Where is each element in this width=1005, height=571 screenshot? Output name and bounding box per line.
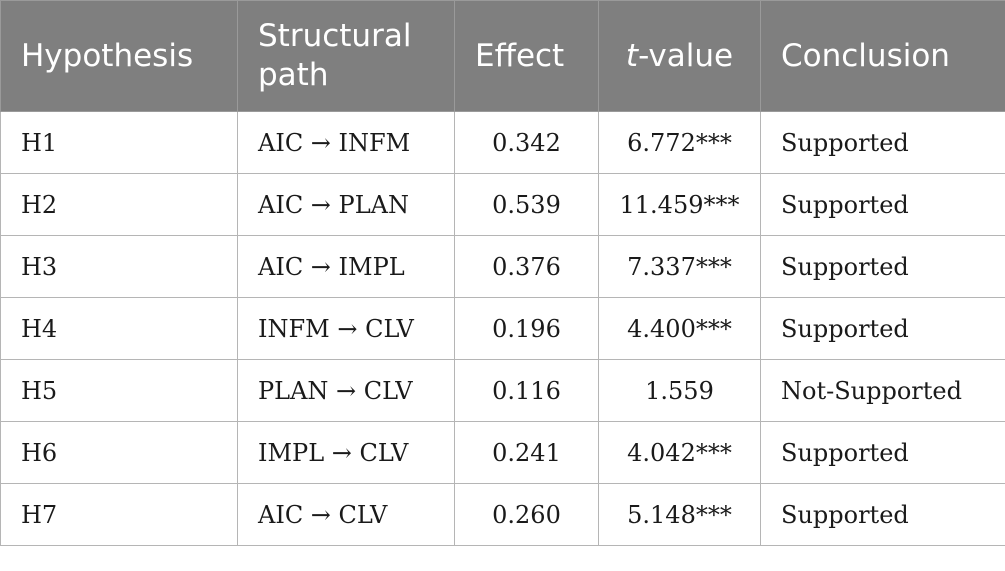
cell-t-value: 7.337*** <box>598 235 761 298</box>
hypothesis-results-table: Hypothesis Structural path Effect t-valu… <box>0 0 1005 546</box>
cell-hypothesis: H3 <box>0 235 238 298</box>
cell-t-value: 6.772*** <box>598 111 761 174</box>
cell-hypothesis: H2 <box>0 173 238 236</box>
cell-conclusion: Supported <box>760 173 1005 236</box>
header-hypothesis: Hypothesis <box>0 0 238 112</box>
cell-hypothesis: H5 <box>0 359 238 422</box>
cell-effect: 0.116 <box>454 359 599 422</box>
cell-effect: 0.342 <box>454 111 599 174</box>
cell-conclusion: Supported <box>760 421 1005 484</box>
table-row: H3 AIC → IMPL 0.376 7.337*** Supported <box>0 235 1005 298</box>
header-t-suffix: -value <box>638 37 734 74</box>
cell-t-value: 4.400*** <box>598 297 761 360</box>
cell-t-value: 1.559 <box>598 359 761 422</box>
cell-conclusion: Not-Supported <box>760 359 1005 422</box>
cell-effect: 0.260 <box>454 483 599 546</box>
table-row: H6 IMPL → CLV 0.241 4.042*** Supported <box>0 421 1005 484</box>
cell-hypothesis: H4 <box>0 297 238 360</box>
cell-path: IMPL → CLV <box>237 421 455 484</box>
cell-path: AIC → PLAN <box>237 173 455 236</box>
cell-effect: 0.376 <box>454 235 599 298</box>
table-row: H4 INFM → CLV 0.196 4.400*** Supported <box>0 297 1005 360</box>
header-structural-path: Structural path <box>237 0 455 112</box>
cell-path: AIC → IMPL <box>237 235 455 298</box>
header-conclusion: Conclusion <box>760 0 1005 112</box>
cell-hypothesis: H1 <box>0 111 238 174</box>
cell-conclusion: Supported <box>760 235 1005 298</box>
cell-effect: 0.539 <box>454 173 599 236</box>
cell-hypothesis: H6 <box>0 421 238 484</box>
header-t-value: t-value <box>598 0 761 112</box>
header-effect: Effect <box>454 0 599 112</box>
cell-t-value: 5.148*** <box>598 483 761 546</box>
cell-hypothesis: H7 <box>0 483 238 546</box>
header-t-letter: t <box>625 37 639 74</box>
table-row: H5 PLAN → CLV 0.116 1.559 Not-Supported <box>0 359 1005 422</box>
cell-path: AIC → CLV <box>237 483 455 546</box>
cell-path: INFM → CLV <box>237 297 455 360</box>
cell-path: PLAN → CLV <box>237 359 455 422</box>
cell-path: AIC → INFM <box>237 111 455 174</box>
cell-conclusion: Supported <box>760 111 1005 174</box>
table-row: H1 AIC → INFM 0.342 6.772*** Supported <box>0 111 1005 174</box>
cell-t-value: 11.459*** <box>598 173 761 236</box>
cell-effect: 0.196 <box>454 297 599 360</box>
header-row: Hypothesis Structural path Effect t-valu… <box>0 0 1005 112</box>
table-body: H1 AIC → INFM 0.342 6.772*** Supported H… <box>0 111 1005 546</box>
cell-effect: 0.241 <box>454 421 599 484</box>
table-row: H2 AIC → PLAN 0.539 11.459*** Supported <box>0 173 1005 236</box>
cell-t-value: 4.042*** <box>598 421 761 484</box>
cell-conclusion: Supported <box>760 297 1005 360</box>
table-header: Hypothesis Structural path Effect t-valu… <box>0 0 1005 112</box>
cell-conclusion: Supported <box>760 483 1005 546</box>
table-row: H7 AIC → CLV 0.260 5.148*** Supported <box>0 483 1005 546</box>
